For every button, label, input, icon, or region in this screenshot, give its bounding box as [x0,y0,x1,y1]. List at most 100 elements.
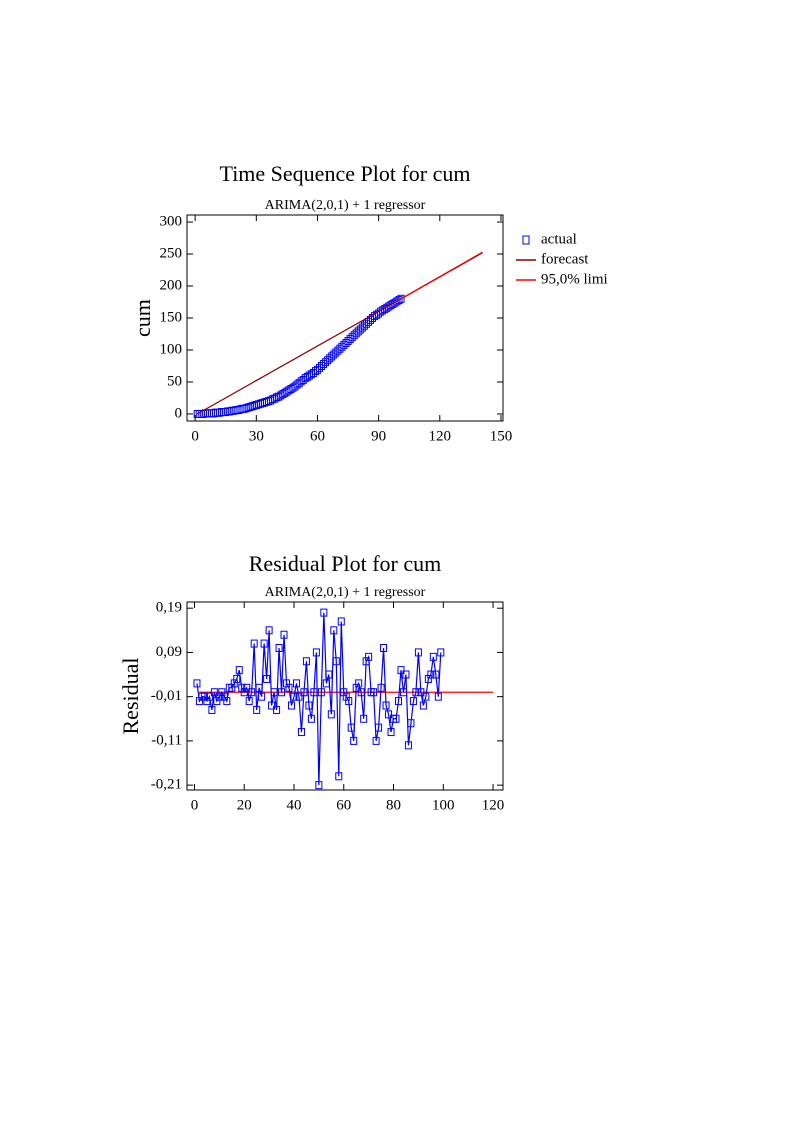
data-point [248,688,256,697]
plot-frame [186,214,504,422]
data-point [422,692,430,701]
data-point [220,692,228,701]
data-point [238,683,246,692]
data-point [345,697,353,706]
y-tick-label: -0,01 [151,688,182,704]
data-point [434,692,442,701]
y-tick-label: 0 [175,405,183,421]
x-tick-label: 40 [286,797,301,813]
data-point [250,639,258,648]
data-point [393,297,401,306]
data-point [347,723,355,732]
data-point [395,296,403,305]
data-point [275,644,283,653]
data-point [350,736,358,745]
data-point [315,781,323,790]
data-point [432,670,440,679]
y-tick-label: 300 [160,213,183,229]
data-point [213,697,221,706]
data-point [360,714,368,723]
data-point [332,657,340,666]
data-point [253,705,261,714]
x-tick-label: 150 [490,428,513,444]
data-point [327,710,335,719]
x-tick-label: 0 [191,428,199,444]
data-point [218,688,226,697]
series-line [400,251,483,300]
series-line [196,612,442,786]
x-tick-label: 30 [249,428,264,444]
data-point [288,701,296,710]
x-tick-label: 90 [371,428,386,444]
data-point [235,666,243,675]
chart: Residual Plot for cum ARIMA(2,0,1) + 1 re… [118,551,504,813]
x-tick-label: 0 [191,797,199,813]
data-point [312,648,320,657]
data-point [203,697,211,706]
data-point [290,692,298,701]
data-point [404,741,412,750]
data-point [205,409,213,418]
data-point [245,697,253,706]
data-point [307,714,315,723]
data-point [352,683,360,692]
data-point [392,714,400,723]
x-tick-label: 120 [482,797,505,813]
y-tick-label: 50 [167,373,182,389]
data-point [320,608,328,617]
data-point [335,772,343,781]
data-point [325,670,333,679]
data-point [375,723,383,732]
data-point [263,674,271,683]
data-point [280,630,288,639]
data-point [305,701,313,710]
x-tick-label: 120 [429,428,452,444]
data-point [340,688,348,697]
data-point [255,683,263,692]
data-point [394,697,402,706]
legend-label: forecast [541,251,589,267]
data-point [409,697,417,706]
chart-subtitle: ARIMA(2,0,1) + 1 regressor [265,585,426,600]
data-point [208,705,216,714]
data-point [414,648,422,657]
data-point [382,701,390,710]
data-point [297,728,305,737]
data-point [387,728,395,737]
data-point [215,692,223,701]
data-point [337,617,345,626]
data-point [402,670,410,679]
legend-label: 95,0% limi [541,271,608,287]
data-point [302,657,310,666]
data-point [285,683,293,692]
data-point [273,705,281,714]
data-point [385,710,393,719]
x-tick-label: 100 [432,797,455,813]
data-point [287,385,295,394]
y-tick-label: 200 [160,277,183,293]
data-point [310,688,318,697]
data-point [223,697,231,706]
data-point [424,674,432,683]
data-point [330,626,338,635]
y-tick-label: -0,21 [151,777,182,793]
data-point [419,701,427,710]
chart-title: Time Sequence Plot for cum [220,161,471,186]
data-point [322,679,330,688]
data-point [412,688,420,697]
data-point [195,697,203,706]
y-tick-label: 250 [160,245,183,261]
data-point [240,688,248,697]
x-tick-label: 20 [237,797,252,813]
data-point [355,679,363,688]
y-axis-label: Residual [118,658,143,735]
data-point [305,371,313,380]
y-tick-label: 100 [160,341,183,357]
data-point [370,688,378,697]
data-point [300,688,308,697]
y-tick-label: -0,11 [151,732,182,748]
data-point [265,626,273,635]
data-point [317,688,325,697]
data-point [230,679,238,688]
data-point [372,736,380,745]
